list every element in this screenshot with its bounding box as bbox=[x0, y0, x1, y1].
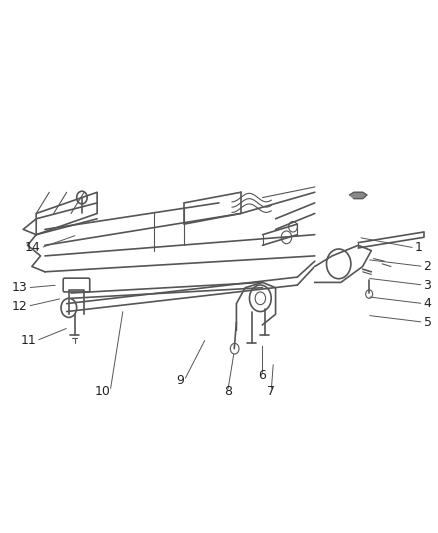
Text: 1: 1 bbox=[415, 241, 423, 254]
Text: 6: 6 bbox=[258, 369, 266, 382]
Text: 5: 5 bbox=[424, 316, 431, 329]
Text: 9: 9 bbox=[177, 374, 184, 387]
Text: 2: 2 bbox=[424, 260, 431, 273]
Polygon shape bbox=[350, 192, 367, 199]
FancyBboxPatch shape bbox=[63, 278, 90, 292]
Text: 7: 7 bbox=[267, 385, 275, 398]
Polygon shape bbox=[315, 245, 371, 282]
Text: 14: 14 bbox=[25, 241, 41, 254]
Text: 8: 8 bbox=[224, 385, 232, 398]
Text: 13: 13 bbox=[12, 281, 28, 294]
Text: 3: 3 bbox=[424, 279, 431, 292]
Text: 12: 12 bbox=[12, 300, 28, 313]
Text: 11: 11 bbox=[21, 334, 36, 347]
Text: 10: 10 bbox=[94, 385, 110, 398]
Text: 4: 4 bbox=[424, 297, 431, 310]
